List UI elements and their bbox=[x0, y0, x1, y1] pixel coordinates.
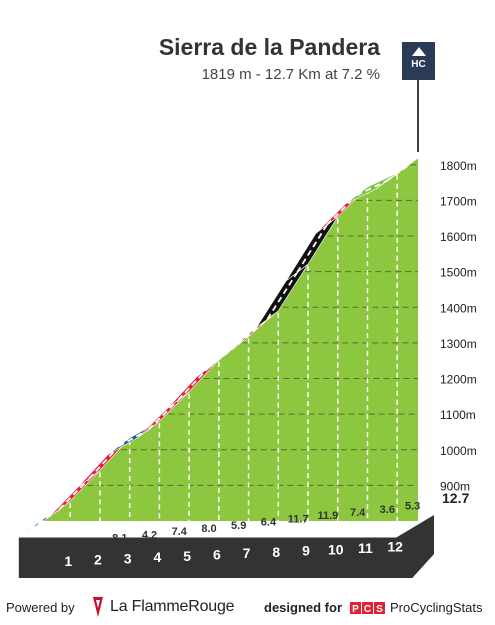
x-tick-label: 12 bbox=[387, 539, 403, 555]
gradient-label: 7.4 bbox=[172, 526, 188, 538]
footer: Powered by La FlammeRouge designed for P… bbox=[0, 596, 495, 620]
gradient-label: 5.9 bbox=[231, 520, 246, 532]
x-tick-label: 8 bbox=[272, 544, 280, 560]
y-tick-label: 1400m bbox=[440, 301, 477, 315]
y-tick-label: 1600m bbox=[440, 230, 477, 244]
y-tick-label: 1500m bbox=[440, 266, 477, 280]
ribbon-centerline bbox=[385, 165, 408, 182]
ribbon-centerline bbox=[147, 399, 179, 431]
y-tick-label: 1000m bbox=[440, 444, 477, 458]
ribbon-centerline bbox=[177, 367, 209, 401]
powered-by-label: Powered by bbox=[6, 600, 75, 615]
ribbon-centerline bbox=[58, 477, 90, 510]
la-flamme-rouge-logo bbox=[93, 597, 103, 617]
designed-for-label: designed for bbox=[264, 600, 343, 615]
svg-text:C: C bbox=[364, 604, 371, 614]
la-flamme-rouge-link[interactable]: La FlammeRouge bbox=[110, 598, 235, 615]
x-tick-label: 11 bbox=[358, 540, 373, 556]
y-tick-label: 1100m bbox=[440, 408, 476, 422]
gradient-label: 5.3 bbox=[405, 501, 420, 513]
ribbon-centerline bbox=[118, 428, 149, 448]
x-tick-label: 7 bbox=[243, 545, 251, 561]
y-tick-label: 1300m bbox=[440, 337, 477, 351]
procyclingstats-link[interactable]: ProCyclingStats bbox=[390, 600, 483, 615]
gradient-label: 11.7 bbox=[288, 513, 309, 525]
climb-profile-chart: 900m 1000m 1100m 1200m 1300m 1400m 1500m 1600m 1… bbox=[18, 80, 477, 578]
gradient-label: 8.0 bbox=[201, 523, 216, 535]
y-tick-label: 1200m bbox=[440, 373, 477, 387]
category-badge: HC bbox=[402, 42, 435, 80]
svg-text:P: P bbox=[352, 604, 359, 614]
ribbon-centerline bbox=[237, 318, 269, 346]
gradient-label: 3.6 bbox=[380, 504, 395, 516]
profile-area bbox=[40, 158, 418, 521]
chart-subtitle: 1819 m - 12.7 Km at 7.2 % bbox=[201, 66, 380, 83]
x-tick-label: 10 bbox=[328, 541, 344, 557]
ribbon-centerline bbox=[29, 508, 60, 530]
y-tick-label: 1800m bbox=[440, 159, 477, 173]
y-tick-label: 900m bbox=[440, 479, 470, 493]
gradient-label: 7.4 bbox=[350, 507, 366, 519]
chart-title: Sierra de la Pandera bbox=[158, 34, 380, 60]
x-tick-label: 5 bbox=[183, 548, 191, 564]
y-tick-label: 1700m bbox=[440, 194, 477, 208]
svg-text:S: S bbox=[376, 604, 383, 614]
x-tick-label: 1 bbox=[64, 553, 72, 569]
gradient-label: 11.9 bbox=[317, 510, 338, 522]
x-end-label: 12.7 bbox=[442, 490, 469, 506]
profile-base bbox=[18, 515, 435, 578]
x-tick-label: 4 bbox=[153, 549, 161, 565]
x-tick-label: 6 bbox=[213, 547, 221, 563]
ribbon-centerline bbox=[88, 445, 120, 480]
x-tick-label: 3 bbox=[124, 550, 132, 566]
category-label: HC bbox=[411, 59, 426, 70]
pcs-logo: P C S bbox=[350, 602, 385, 614]
mountain-icon bbox=[411, 47, 426, 56]
ribbon-centerline bbox=[356, 180, 387, 197]
x-tick-label: 9 bbox=[302, 543, 310, 559]
gradient-label: 6.4 bbox=[261, 517, 277, 529]
x-tick-label: 2 bbox=[94, 552, 102, 568]
